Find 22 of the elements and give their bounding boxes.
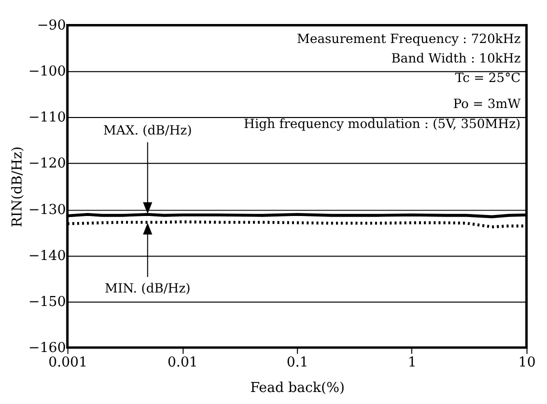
x-tick-label: 0.1: [286, 354, 308, 371]
x-tick-label: 0.01: [167, 354, 198, 371]
x-tick-label: 10: [518, 354, 536, 371]
y-tick-label: −130: [28, 202, 66, 218]
annotation: MAX. (dB/Hz): [103, 122, 192, 138]
x-tick-label: 1: [408, 354, 417, 371]
y-tick-label: −110: [28, 110, 66, 126]
x-axis-title: Fead back(%): [250, 380, 345, 396]
annotation: Band Width : 10kHz: [391, 50, 521, 66]
annotation: Tc = 25°C: [455, 70, 521, 85]
y-axis-title: RIN(dB/Hz): [10, 146, 26, 228]
x-tick-label: 0.001: [48, 354, 88, 371]
y-tick-label: −140: [28, 248, 66, 264]
y-tick-label: −160: [28, 340, 66, 356]
y-tick-label: −150: [28, 294, 66, 310]
y-tick-label: −100: [28, 64, 66, 80]
annotation: MIN. (dB/Hz): [104, 280, 190, 296]
annotation: High frequency modulation : (5V, 350MHz): [244, 116, 521, 131]
annotation: Po = 3mW: [453, 96, 521, 112]
y-tick-label: −90: [37, 18, 66, 34]
y-tick-label: −120: [28, 156, 66, 172]
annotation: Measurement Frequency : 720kHz: [296, 30, 521, 46]
